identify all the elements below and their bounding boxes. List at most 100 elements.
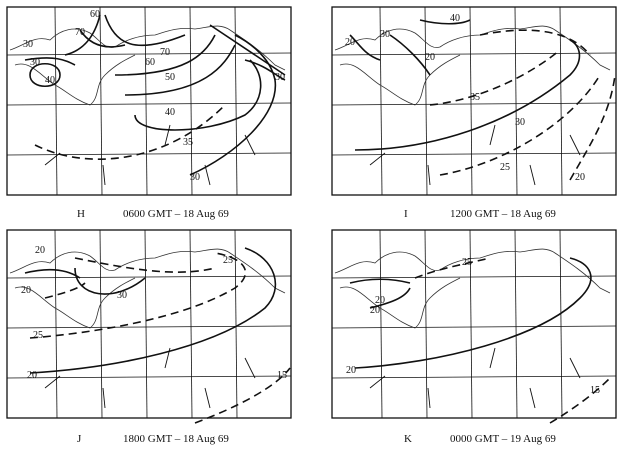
meridian-line bbox=[99, 229, 103, 419]
parallel-line bbox=[331, 275, 617, 279]
map-panel-h: 60 70 30 30 40 70 60 50 40 35 30 30 bbox=[5, 5, 295, 205]
dashed-isoline bbox=[34, 104, 226, 160]
isoline-label: 30 bbox=[190, 172, 200, 183]
wind-arrow bbox=[369, 152, 386, 166]
isoline-label: 60 bbox=[90, 9, 100, 20]
isoline-label: 20 bbox=[375, 295, 385, 306]
isoline bbox=[389, 34, 431, 76]
wind-arrow bbox=[427, 164, 431, 186]
isoline bbox=[24, 57, 76, 66]
isoline-label: 25 bbox=[462, 257, 472, 268]
isoline bbox=[29, 247, 277, 374]
wind-arrow bbox=[44, 375, 61, 389]
parallel-line bbox=[6, 152, 292, 156]
isoline bbox=[189, 34, 277, 176]
isoline bbox=[64, 14, 101, 56]
isoline-label: 30 bbox=[117, 290, 127, 301]
isoline-map-i: 40 20 30 20 35 30 25 20 bbox=[331, 6, 617, 196]
wind-arrow bbox=[427, 387, 431, 409]
dashed-isoline bbox=[569, 74, 616, 181]
meridian-line bbox=[144, 229, 148, 419]
isoline bbox=[24, 268, 81, 279]
isoline-label: 20 bbox=[346, 365, 356, 376]
meridian-line bbox=[379, 6, 383, 196]
meridian-line bbox=[54, 229, 58, 419]
coastline bbox=[9, 248, 286, 294]
map-panel-i: 40 20 30 20 35 30 25 20 bbox=[330, 5, 620, 205]
parallel-line bbox=[331, 52, 617, 56]
isoline-label: 50 bbox=[165, 72, 175, 83]
dashed-isoline bbox=[429, 49, 561, 106]
meridian-line bbox=[189, 229, 193, 419]
parallel-line bbox=[6, 325, 292, 329]
isoline-map-h: 60 70 30 30 40 70 60 50 40 35 30 30 bbox=[6, 6, 292, 196]
panel-letter: H bbox=[77, 208, 85, 220]
wind-arrow bbox=[569, 134, 581, 156]
isoline-label: 30 bbox=[380, 29, 390, 40]
wind-arrow bbox=[204, 387, 211, 409]
wind-arrow bbox=[244, 357, 256, 379]
wind-arrow bbox=[44, 152, 61, 166]
parallel-line bbox=[331, 375, 617, 379]
meridian-line bbox=[514, 229, 518, 419]
isoline bbox=[79, 29, 126, 48]
isoline bbox=[349, 278, 411, 284]
isoline bbox=[124, 44, 236, 96]
map-frame bbox=[6, 6, 292, 196]
isoline-label: 20 bbox=[575, 172, 585, 183]
isoline-label: 40 bbox=[165, 107, 175, 118]
isoline-label: 20 bbox=[425, 52, 435, 63]
meridian-line bbox=[144, 6, 148, 196]
panel-letter: J bbox=[77, 433, 82, 445]
isoline bbox=[244, 59, 286, 81]
parallel-line bbox=[331, 325, 617, 329]
dashed-isoline bbox=[479, 29, 591, 56]
coastline bbox=[334, 25, 611, 71]
isoline-label: 25 bbox=[33, 330, 43, 341]
panel-time: 1200 GMT – 18 Aug 69 bbox=[450, 208, 556, 220]
dashed-isoline bbox=[439, 74, 601, 176]
isoline-label: 40 bbox=[45, 75, 55, 86]
meridian-line bbox=[99, 6, 103, 196]
map-panel-k: 20 25 20 20 15 bbox=[330, 228, 620, 428]
dashed-isoline bbox=[414, 257, 491, 279]
isoline-label: 30 bbox=[275, 72, 285, 83]
panel-letter: K bbox=[404, 433, 412, 445]
isoline-map-j: 20 20 30 25 25 20 15 bbox=[6, 229, 292, 424]
wind-arrow bbox=[529, 164, 536, 186]
meridian-line bbox=[424, 229, 428, 419]
wind-arrow bbox=[102, 164, 106, 186]
isoline bbox=[104, 14, 186, 47]
meridian-line bbox=[559, 229, 563, 419]
parallel-line bbox=[6, 102, 292, 106]
meridian-line bbox=[234, 229, 238, 419]
panel-time: 0000 GMT – 19 Aug 69 bbox=[450, 433, 556, 445]
wind-arrow bbox=[529, 387, 536, 409]
isoline-label: 20 bbox=[345, 37, 355, 48]
meridian-line bbox=[559, 6, 563, 196]
isoline-label: 40 bbox=[450, 13, 460, 24]
map-frame bbox=[331, 6, 617, 196]
meridian-line bbox=[514, 6, 518, 196]
dashed-isoline bbox=[74, 257, 216, 273]
coastline-gulf bbox=[339, 54, 461, 106]
parallel-line bbox=[6, 52, 292, 56]
isoline bbox=[134, 59, 262, 131]
wind-arrow bbox=[244, 134, 256, 156]
wind-arrow bbox=[204, 164, 211, 186]
meridian-line bbox=[424, 6, 428, 196]
parallel-line bbox=[6, 375, 292, 379]
map-frame bbox=[6, 229, 292, 419]
isoline bbox=[419, 19, 471, 25]
isoline bbox=[29, 62, 61, 88]
isoline-label: 70 bbox=[160, 47, 170, 58]
isoline-label: 20 bbox=[21, 285, 31, 296]
wind-arrow bbox=[489, 124, 496, 146]
coastline bbox=[9, 25, 286, 71]
wind-arrow bbox=[369, 375, 386, 389]
meridian-line bbox=[234, 6, 238, 196]
isoline-label: 20 bbox=[27, 370, 37, 381]
parallel-line bbox=[331, 102, 617, 106]
isoline-label: 30 bbox=[515, 117, 525, 128]
isoline-label: 15 bbox=[277, 370, 287, 381]
